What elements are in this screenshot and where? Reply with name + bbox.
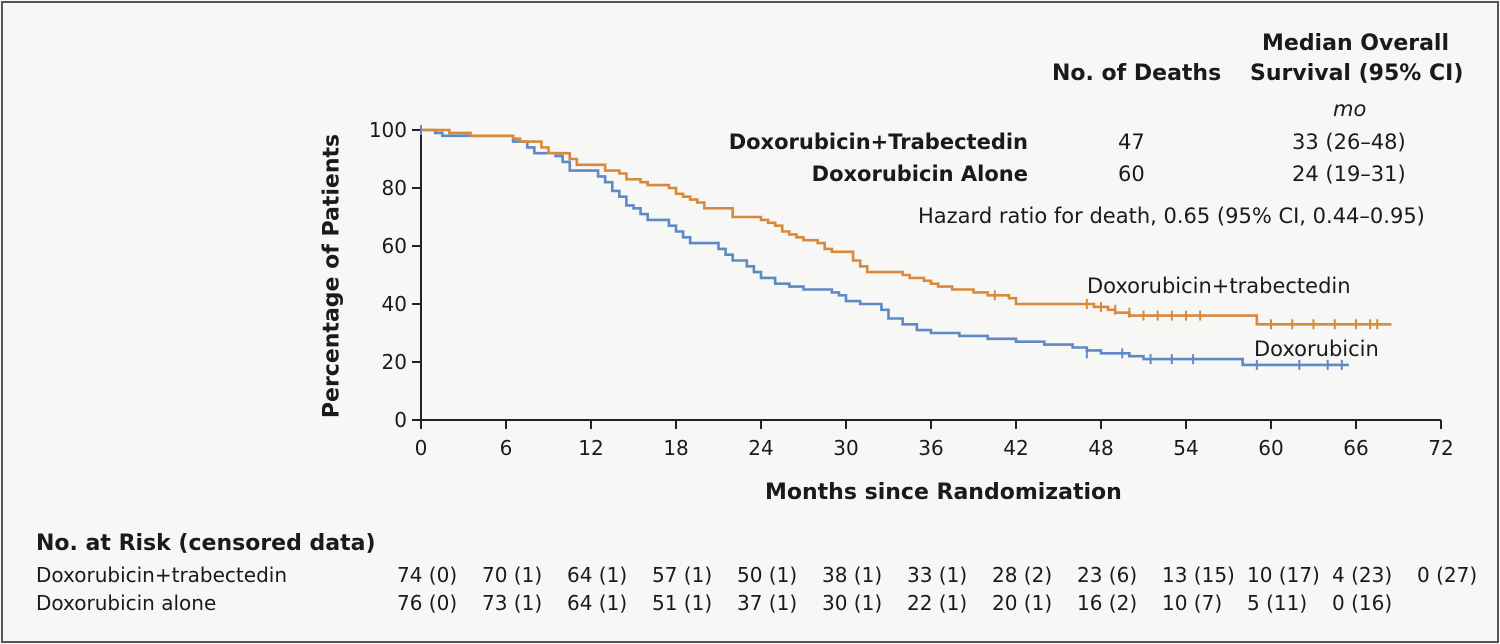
x-tick-label: 6 [500, 436, 513, 460]
risk-cell: 5 (11) [1247, 591, 1308, 615]
x-axis-title: Months since Randomization [765, 480, 1122, 505]
risk-cell: 64 (1) [567, 591, 628, 615]
risk-row-label: Doxorubicin alone [36, 591, 217, 615]
risk-cell: 20 (1) [992, 591, 1053, 615]
risk-cell: 10 (7) [1162, 591, 1223, 615]
hazard-ratio-text: Hazard ratio for death, 0.65 (95% CI, 0.… [918, 204, 1425, 228]
risk-cell: 70 (1) [482, 563, 543, 587]
risk-cell: 50 (1) [737, 563, 798, 587]
curve-label-doxorubicin: Doxorubicin [1254, 337, 1379, 361]
x-tick-label: 42 [1003, 436, 1028, 460]
y-axis-title: Percentage of Patients [319, 133, 345, 419]
risk-cell: 0 (27) [1417, 563, 1478, 587]
risk-cell: 16 (2) [1077, 591, 1138, 615]
risk-cell: 28 (2) [992, 563, 1053, 587]
risk-row-label: Doxorubicin+trabectedin [36, 563, 288, 587]
chart-axes: 0 6 12 18 24 30 36 42 48 54 60 66 72 0 20 40 60 80 100 [369, 118, 1454, 460]
risk-cell: 23 (6) [1077, 563, 1138, 587]
risk-cell: 33 (1) [907, 563, 968, 587]
y-tick-label: 100 [369, 118, 407, 142]
summary-row-median: 24 (19–31) [1292, 162, 1406, 186]
risk-cell: 76 (0) [397, 591, 458, 615]
risk-table-title: No. at Risk (censored data) [36, 531, 376, 556]
deaths-column-header: No. of Deaths [1052, 61, 1222, 86]
summary-row-median: 33 (26–48) [1292, 130, 1406, 154]
x-tick-label: 24 [748, 436, 773, 460]
median-column-header-line1: Median Overall [1262, 31, 1450, 56]
km-curve-series [421, 128, 1392, 326]
km-curve-series [421, 128, 1349, 367]
risk-cell: 64 (1) [567, 563, 628, 587]
x-tick-label: 54 [1173, 436, 1198, 460]
x-tick-label: 30 [833, 436, 858, 460]
x-tick-label: 60 [1258, 436, 1283, 460]
x-tick-label: 12 [578, 436, 603, 460]
risk-cell: 13 (15) [1162, 563, 1235, 587]
risk-cell: 37 (1) [737, 591, 798, 615]
y-tick-label: 0 [394, 408, 407, 432]
risk-cell: 73 (1) [482, 591, 543, 615]
risk-cell: 4 (23) [1332, 563, 1393, 587]
summary-row-name: Doxorubicin+Trabectedin [728, 130, 1028, 154]
x-tick-label: 72 [1428, 436, 1453, 460]
risk-cell: 10 (17) [1247, 563, 1320, 587]
risk-cell: 22 (1) [907, 591, 968, 615]
chart-curves [421, 128, 1392, 367]
y-tick-label: 80 [382, 176, 407, 200]
summary-row-deaths: 47 [1118, 130, 1145, 154]
y-tick-label: 40 [382, 292, 407, 316]
risk-cell: 30 (1) [822, 591, 883, 615]
median-column-header-line2: Survival (95% CI) [1250, 61, 1464, 86]
x-tick-label: 0 [415, 436, 428, 460]
summary-row-name: Doxorubicin Alone [811, 162, 1028, 186]
summary-row-deaths: 60 [1118, 162, 1145, 186]
risk-cell: 74 (0) [397, 563, 458, 587]
chart-censor-marks [420, 125, 1379, 370]
median-unit: mo [1333, 97, 1367, 121]
x-tick-label: 18 [663, 436, 688, 460]
risk-cell: 57 (1) [652, 563, 713, 587]
x-tick-label: 66 [1343, 436, 1368, 460]
risk-cell: 38 (1) [822, 563, 883, 587]
y-tick-label: 20 [382, 350, 407, 374]
x-tick-label: 48 [1088, 436, 1113, 460]
y-tick-label: 60 [382, 234, 407, 258]
risk-cell: 51 (1) [652, 591, 713, 615]
curve-label-combo: Doxorubicin+trabectedin [1087, 274, 1351, 298]
risk-cell: 0 (16) [1332, 591, 1393, 615]
x-tick-label: 36 [918, 436, 943, 460]
